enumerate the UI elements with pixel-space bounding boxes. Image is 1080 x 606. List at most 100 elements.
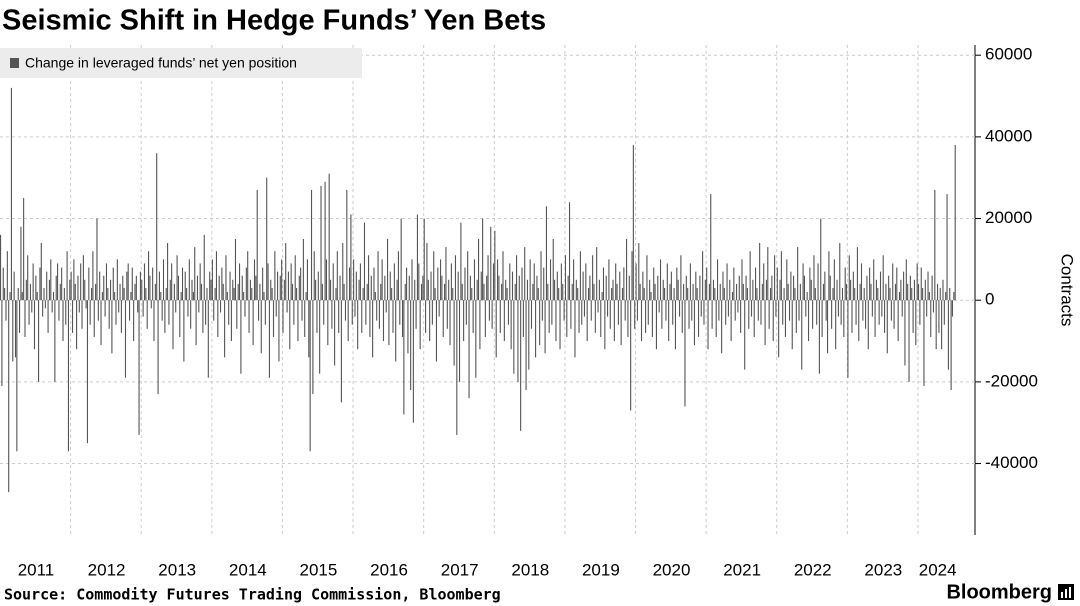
bar xyxy=(100,300,102,346)
bar xyxy=(826,300,829,354)
bar xyxy=(505,279,507,301)
bar xyxy=(780,251,782,301)
bar xyxy=(332,263,334,301)
bar xyxy=(69,279,71,301)
bar xyxy=(347,300,349,342)
bar xyxy=(157,300,159,395)
bar xyxy=(108,300,110,329)
bar xyxy=(886,300,888,354)
bar xyxy=(28,300,30,325)
bar xyxy=(935,300,937,350)
bar xyxy=(2,267,4,301)
bar xyxy=(604,300,606,350)
bar xyxy=(191,279,193,301)
bar xyxy=(586,300,588,342)
bar xyxy=(865,300,867,329)
bar xyxy=(423,218,425,301)
bar xyxy=(378,300,380,329)
bar xyxy=(54,300,56,382)
bar xyxy=(253,259,256,301)
bar xyxy=(403,300,405,415)
bar xyxy=(573,259,575,301)
bar xyxy=(248,300,250,333)
bar xyxy=(225,255,227,301)
bar xyxy=(200,283,203,301)
bar xyxy=(0,234,2,301)
bar xyxy=(8,300,10,493)
bar xyxy=(187,300,189,317)
bar xyxy=(893,300,895,329)
bar xyxy=(279,275,281,301)
bar xyxy=(203,234,205,301)
bar xyxy=(771,275,773,301)
bar xyxy=(350,214,352,301)
bar xyxy=(419,300,421,350)
bar xyxy=(710,194,712,301)
bar xyxy=(575,279,577,301)
bar xyxy=(677,279,679,301)
bar xyxy=(602,267,605,301)
bar xyxy=(685,275,687,301)
bar xyxy=(909,275,911,301)
bar xyxy=(722,271,724,301)
bar xyxy=(907,283,909,301)
bar xyxy=(96,218,98,301)
bar xyxy=(544,300,546,354)
bar xyxy=(351,300,353,325)
bar xyxy=(837,300,839,317)
bar xyxy=(313,251,315,301)
bar xyxy=(691,300,693,321)
bar xyxy=(529,259,531,301)
bar xyxy=(395,300,397,362)
bar xyxy=(703,300,705,325)
bar xyxy=(611,287,613,301)
bar xyxy=(207,300,209,378)
bar xyxy=(164,300,166,333)
bar xyxy=(530,300,533,329)
bar xyxy=(647,300,649,325)
bar xyxy=(848,255,850,301)
bar xyxy=(61,267,63,301)
bar xyxy=(103,275,105,301)
bar xyxy=(374,292,376,301)
bar xyxy=(727,300,729,317)
bar xyxy=(176,255,178,301)
bar xyxy=(146,300,148,329)
bar xyxy=(312,300,314,395)
bar xyxy=(214,287,216,301)
bar xyxy=(81,300,83,329)
bar xyxy=(58,300,60,321)
y-tick-label: 60000 xyxy=(985,45,1032,64)
bar xyxy=(205,300,207,325)
bar xyxy=(517,300,519,382)
bar xyxy=(420,283,423,301)
bar xyxy=(175,300,177,313)
bar xyxy=(84,279,86,301)
bar xyxy=(719,283,721,301)
bar xyxy=(582,271,584,301)
y-tick-label: 40000 xyxy=(985,126,1032,145)
bar xyxy=(6,251,8,301)
bar xyxy=(805,300,807,317)
bar xyxy=(365,300,367,325)
bar xyxy=(563,300,565,321)
bar xyxy=(42,300,44,317)
bar xyxy=(755,267,757,301)
bar xyxy=(784,300,786,337)
bar xyxy=(366,283,368,301)
bar xyxy=(355,271,357,301)
bar xyxy=(551,300,553,325)
bar xyxy=(931,275,933,301)
bar xyxy=(851,300,853,333)
legend-swatch xyxy=(10,58,19,68)
x-tick-label: 2015 xyxy=(300,560,338,579)
bar xyxy=(556,271,558,301)
bar xyxy=(612,279,614,301)
bar xyxy=(807,300,810,342)
bar xyxy=(167,243,169,301)
bar xyxy=(571,283,573,301)
bar xyxy=(63,287,65,301)
bar xyxy=(825,300,827,321)
bar xyxy=(181,267,184,301)
bar xyxy=(95,283,97,301)
